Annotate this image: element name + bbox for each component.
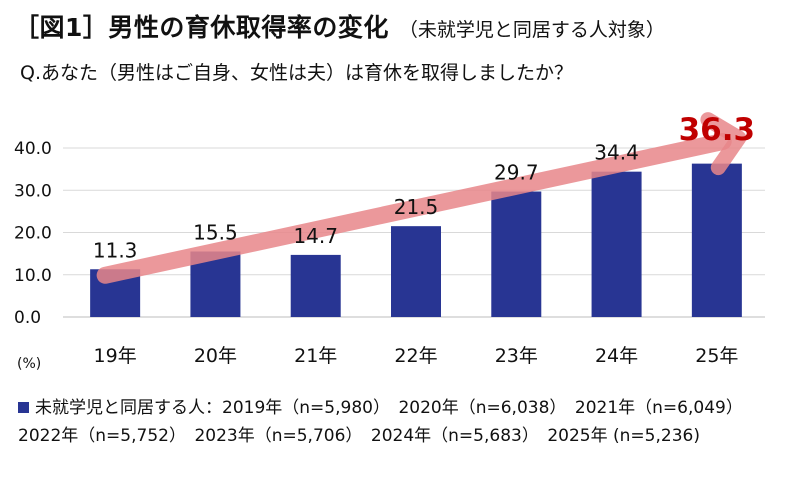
trend-arrow-head xyxy=(700,112,747,176)
x-tick-label: 22年 xyxy=(394,345,437,367)
bar xyxy=(591,171,642,317)
x-tick-label: 23年 xyxy=(495,345,538,367)
y-tick-label: 30.0 xyxy=(14,181,52,201)
data-label: 11.3 xyxy=(93,238,138,262)
data-label: 34.4 xyxy=(594,141,639,165)
data-label: 15.5 xyxy=(193,221,238,245)
bar-chart: 0.0 10.0 20.0 30.0 40.0 (%) 19年 20年 21年 22年 23年 24年… xyxy=(14,112,765,372)
legend: 未就学児と同居する人：2019年（n=5,980） 2020年（n=6,038）… xyxy=(18,394,788,450)
y-tick-label: 20.0 xyxy=(14,224,52,244)
bar xyxy=(491,191,542,317)
legend-text: 未就学児と同居する人：2019年（n=5,980） 2020年（n=6,038）… xyxy=(18,398,752,446)
x-tick-label: 21年 xyxy=(294,345,337,367)
chart-subtitle: （未就学児と同居する人対象） xyxy=(398,19,665,41)
data-label: 36.3 xyxy=(679,112,756,148)
title-row: ［図1］男性の育休取得率の変化 （未就学児と同居する人対象） xyxy=(14,8,665,44)
x-tick-label: 24年 xyxy=(595,345,638,367)
y-tick-label: 10.0 xyxy=(14,266,52,286)
data-label: 29.7 xyxy=(494,161,539,185)
bar xyxy=(691,163,742,317)
x-tick-label: 19年 xyxy=(94,345,137,367)
y-tick-label: 0.0 xyxy=(14,308,41,328)
chart-title: ［図1］男性の育休取得率の変化 xyxy=(14,13,389,42)
bar xyxy=(290,254,341,317)
legend-swatch xyxy=(18,402,29,413)
x-tick-label: 20年 xyxy=(194,345,237,367)
y-tick-label: 40.0 xyxy=(14,139,52,159)
x-tick-label: 25年 xyxy=(695,345,738,367)
survey-question: Q.あなた（男性はご自身、女性は夫）は育休を取得しましたか？ xyxy=(20,62,573,84)
trend-arrow-shaft xyxy=(96,132,732,284)
data-label: 14.7 xyxy=(293,224,338,248)
data-label: 21.5 xyxy=(394,195,439,219)
bar xyxy=(391,226,441,317)
y-unit-label: (%) xyxy=(17,356,41,372)
